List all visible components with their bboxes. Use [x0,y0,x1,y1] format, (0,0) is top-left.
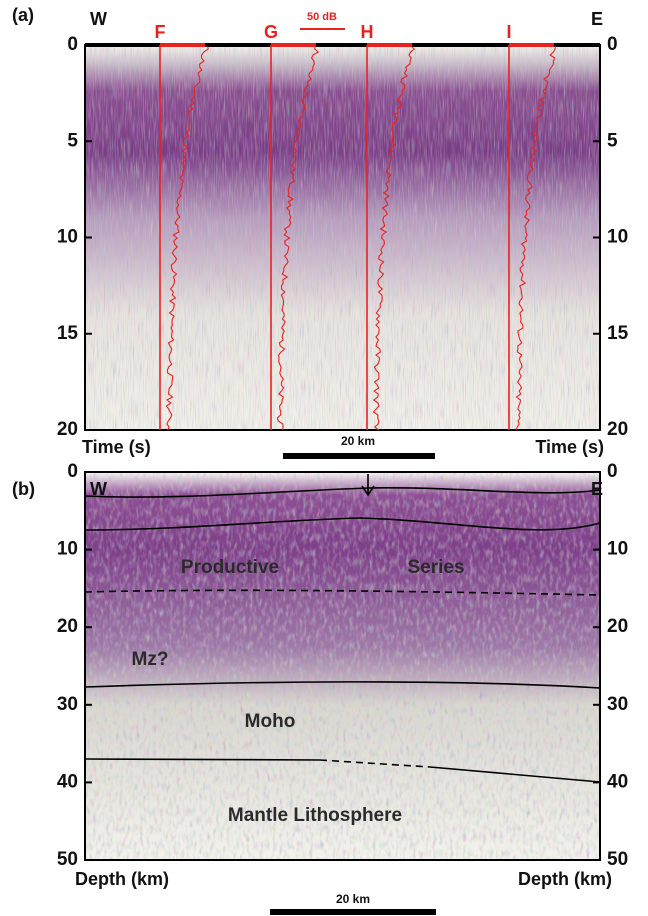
y-tick-label: 40 [57,771,78,792]
scale-bar [270,909,436,915]
y-tick-label: 50 [607,849,628,870]
panel-label: (b) [12,479,35,499]
y-tick-label: 40 [607,771,628,792]
y-tick-label: 20 [57,616,78,637]
y-tick-label: 30 [57,694,78,715]
horizon-dashed [84,589,601,596]
y-tick-label: 10 [607,227,628,248]
seismic-texture [85,472,600,860]
y-tick-label: 20 [607,419,628,440]
y-tick-label: 50 [57,849,78,870]
horizon [84,517,601,531]
annotation: Series [407,557,464,578]
east-label: E [591,9,603,29]
moho [429,766,601,783]
profile-label: H [361,22,374,42]
y-tick-label: 15 [607,323,629,344]
y-tick-label: 0 [607,34,618,55]
y-tick-label: 0 [67,34,78,55]
arrow [361,474,375,497]
y-tick-label: 20 [607,616,628,637]
amplitude-trace [276,45,320,431]
y-tick-label: 10 [607,539,628,560]
moho [84,758,321,761]
axis-label: Depth (km) [518,869,612,889]
frame [84,471,601,861]
annotation: Productive [181,557,279,578]
profile-label: G [264,22,278,42]
east-label: E [591,479,603,499]
y-tick-label: 15 [57,323,79,344]
y-tick-label: 5 [67,130,78,151]
y-tick-label: 20 [57,419,78,440]
seismic-texture [85,45,600,430]
amplitude-trace [165,45,209,431]
horizon [84,681,601,689]
scale-label: 20 km [336,892,370,906]
amplitude-scale: 50 dB [307,11,337,23]
axis-label: Depth (km) [75,869,169,889]
y-tick-label: 10 [57,227,78,248]
amplitude-trace [515,45,557,431]
profile-label: F [155,22,166,42]
scale-bar [283,453,435,459]
annotation: Moho [245,711,296,732]
amplitude-trace [372,45,416,431]
axis-label: Time (s) [82,437,151,457]
y-tick-label: 5 [607,130,618,151]
annotation: Mantle Lithosphere [228,805,402,826]
moho-dashed [319,759,431,768]
y-tick-label: 0 [607,461,618,482]
west-label: W [90,9,107,29]
y-tick-label: 0 [67,461,78,482]
west-label: W [90,479,107,499]
scale-label: 20 km [341,434,375,448]
panel-label: (a) [12,5,34,25]
y-tick-label: 10 [57,539,78,560]
profile-label: I [506,22,511,42]
y-tick-label: 30 [607,694,628,715]
annotation: Mz? [132,649,169,670]
axis-label: Time (s) [535,437,604,457]
